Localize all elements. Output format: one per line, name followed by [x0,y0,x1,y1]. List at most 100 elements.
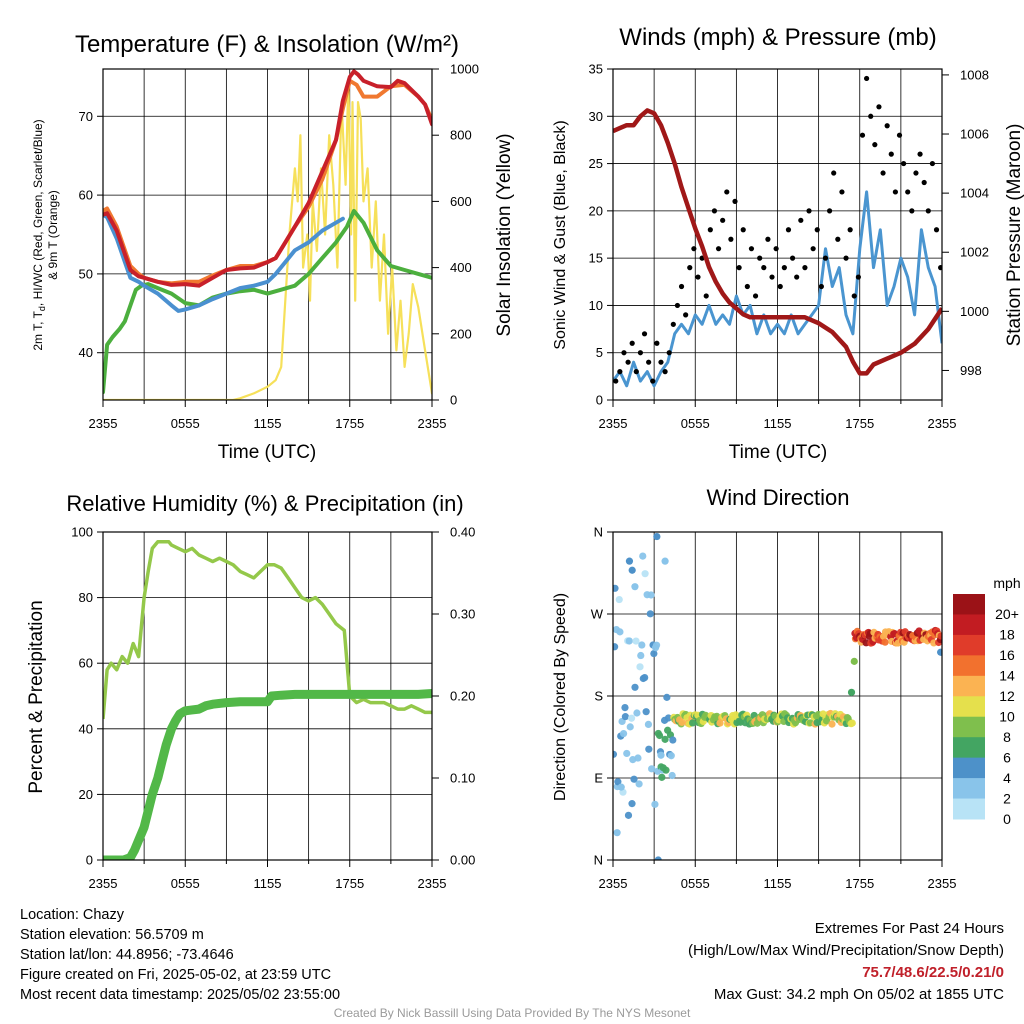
direction-point [937,648,942,656]
y2-tick-label: 0.30 [450,607,475,622]
temp-grid [102,69,433,400]
gust-point [646,359,652,365]
direction-point [613,643,619,651]
gust-point [740,227,746,233]
gust-point [938,265,942,271]
rh-ylabel-left: Percent & Precipitation [26,600,47,793]
direction-point [635,780,643,788]
direction-point [613,584,619,592]
gust-point [613,378,619,384]
x-tick-label: 0555 [681,876,710,891]
gust-point [917,151,923,157]
direction-point [669,736,677,744]
colorbar-label: 8 [1003,729,1011,745]
x-tick-label: 0555 [171,876,200,891]
series-temp [103,69,432,288]
colorbar-swatch [953,655,985,677]
gust-point [666,350,672,356]
gust-point [752,293,759,299]
x-tick-label: 1755 [845,876,874,891]
x-tick-label: 1755 [845,416,874,431]
colorbar-label: 10 [999,709,1015,725]
direction-point [658,773,666,781]
y-tick-label: 60 [79,656,93,671]
gust-point [724,189,730,195]
series-wind [613,190,942,388]
direction-point [664,714,673,722]
y2-tick-label: 0 [450,393,457,408]
colorbar-label: 2 [1003,790,1011,806]
series-precip [103,689,432,860]
gust-point [847,227,853,233]
y-tick-label: 80 [79,590,93,605]
y-tick-label: N [594,525,603,540]
y-tick-label: 0 [596,393,603,408]
gust-point [748,246,755,252]
x-tick-label: 1155 [254,876,282,891]
x-tick-label: 1155 [764,876,792,891]
x-tick-label: 2355 [599,876,628,891]
gust-point [810,246,816,252]
temp-xlabel: Time (UTC) [218,442,317,463]
direction-point [667,752,675,760]
colorbar-label: 14 [999,668,1015,684]
colorbar-label: 12 [999,688,1015,704]
dir-plot-area [613,532,942,860]
direction-point [638,641,646,649]
series-insolation [103,77,432,400]
gust-point [913,170,919,176]
gust-point [822,255,829,261]
direction-point [678,718,686,726]
station-info: Location: Chazy Station elevation: 56.57… [20,905,340,1005]
direction-point [661,735,669,743]
x-tick-label: 1155 [254,416,282,431]
y-tick-label: E [594,771,603,786]
direction-point [662,766,670,774]
gust-point [765,236,771,242]
gust-point [781,265,787,271]
temp-ylabel-left-line1: 2m T, Td, HI/WC (Red, Green, Scarlet/Blu… [31,119,47,350]
gust-point [678,283,685,290]
gust-point [901,160,907,167]
wind-ticks: 2355 0555 1155 1755 2355 0 5 10 15 20 25 30 35 998 100… [589,62,989,432]
gust-point [707,227,713,233]
wind-ylabel-right: Station Pressure (Maroon) [1004,124,1024,347]
gust-point [633,369,639,375]
gust-point [818,283,824,290]
station-location: Location: Chazy [20,907,124,923]
y2-tick-label: 800 [450,128,472,143]
direction-point [627,714,636,722]
gust-point [757,255,763,261]
temp-panel-title: Temperature (F) & Insolation (W/m²) [75,31,459,58]
temp-panel: Temperature (F) & Insolation (W/m²) 2355… [31,31,515,463]
direction-point [631,583,639,591]
direction-point [613,829,621,837]
colorbar-label: 18 [999,627,1015,643]
x-tick-label: 2355 [928,416,957,431]
gust-point [933,227,940,233]
colorbar: 20+ 18 16 14 12 10 8 6 4 2 0 [953,594,1019,827]
x-tick-label: 1755 [335,416,364,431]
direction-point [661,557,669,565]
series-wind_chill [103,212,345,313]
gust-point [929,160,936,167]
gust-point [798,217,804,223]
direction-point [657,751,665,759]
direction-point [630,775,638,783]
y-tick-label: 20 [589,203,603,218]
y2-tick-label: 1006 [960,127,989,142]
y2-tick-label: 1000 [450,62,479,77]
figure-created: Figure created on Fri, 2025-05-02, at 23… [20,967,332,983]
direction-point [637,651,645,660]
extremes-subtitle: (High/Low/Max Wind/Precipitation/Snow De… [688,942,1004,959]
direction-point [644,720,653,729]
gust-point [777,283,783,290]
gust-point [670,321,676,327]
y-tick-label: 70 [79,109,93,124]
direction-point [654,856,662,860]
gust-point [826,208,833,214]
direction-point [625,637,633,645]
rh-plot-area [103,540,432,860]
gust-point [888,151,894,157]
